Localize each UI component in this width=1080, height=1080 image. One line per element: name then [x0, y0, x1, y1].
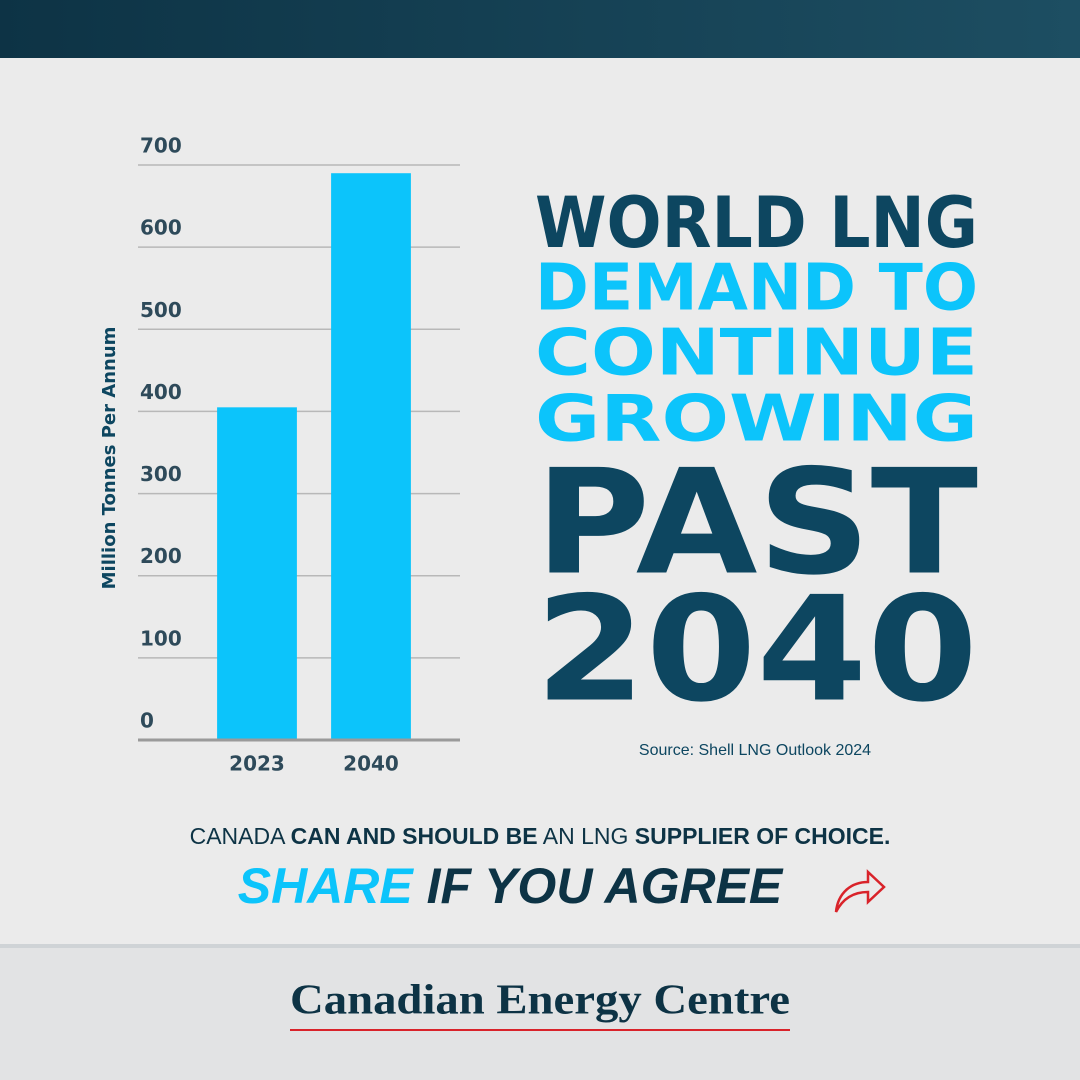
cta-part: SHARE — [238, 858, 415, 914]
headline-line: 2040 — [535, 566, 978, 735]
share-arrow — [834, 869, 886, 913]
footer-edge — [0, 944, 1080, 948]
footer — [0, 946, 1080, 1080]
source: Source: Shell LNG Outlook 2024 — [639, 742, 871, 759]
y-tick-label: 100 — [140, 626, 182, 650]
headline-line: DEMAND TO — [535, 252, 978, 326]
y-tick-label: 0 — [140, 709, 154, 733]
headline-line: GROWING — [535, 383, 978, 457]
y-tick-label: 600 — [140, 216, 182, 240]
tagline-part: AN LNG — [543, 823, 629, 849]
bar — [331, 173, 411, 740]
tagline: CANADA CAN AND SHOULD BE AN LNG SUPPLIER… — [190, 823, 891, 849]
y-tick-label: 700 — [140, 134, 182, 158]
tagline-part: CAN AND SHOULD BE — [291, 823, 538, 849]
y-tick-label: 400 — [140, 380, 182, 404]
chart: 0 100 200 300 400 500 600 700 Million Tonnes Per… — [99, 134, 460, 776]
cta: SHARE IF YOU AGREE — [238, 858, 784, 914]
cta-part: IF YOU AGREE — [427, 858, 784, 914]
headline: WORLD LNG DEMAND TO CONTINUE GROWING PAS… — [535, 182, 978, 735]
x-tick-label: 2040 — [343, 752, 399, 776]
headline-line: PAST — [535, 439, 978, 608]
y-axis-label: Million Tonnes Per Annum — [99, 327, 120, 590]
panel — [0, 58, 1080, 946]
brand: Canadian Energy Centre — [290, 978, 790, 1024]
tagline-part: CANADA — [190, 823, 287, 849]
headline-line: WORLD LNG — [535, 182, 978, 264]
bar — [217, 407, 297, 740]
y-tick-label: 200 — [140, 544, 182, 568]
tagline-part: SUPPLIER OF CHOICE. — [635, 823, 891, 849]
y-tick-label: 300 — [140, 462, 182, 486]
headline-line: CONTINUE — [535, 317, 978, 391]
y-tick-label: 500 — [140, 298, 182, 322]
top-band — [0, 0, 1080, 58]
x-tick-label: 2023 — [229, 752, 285, 776]
